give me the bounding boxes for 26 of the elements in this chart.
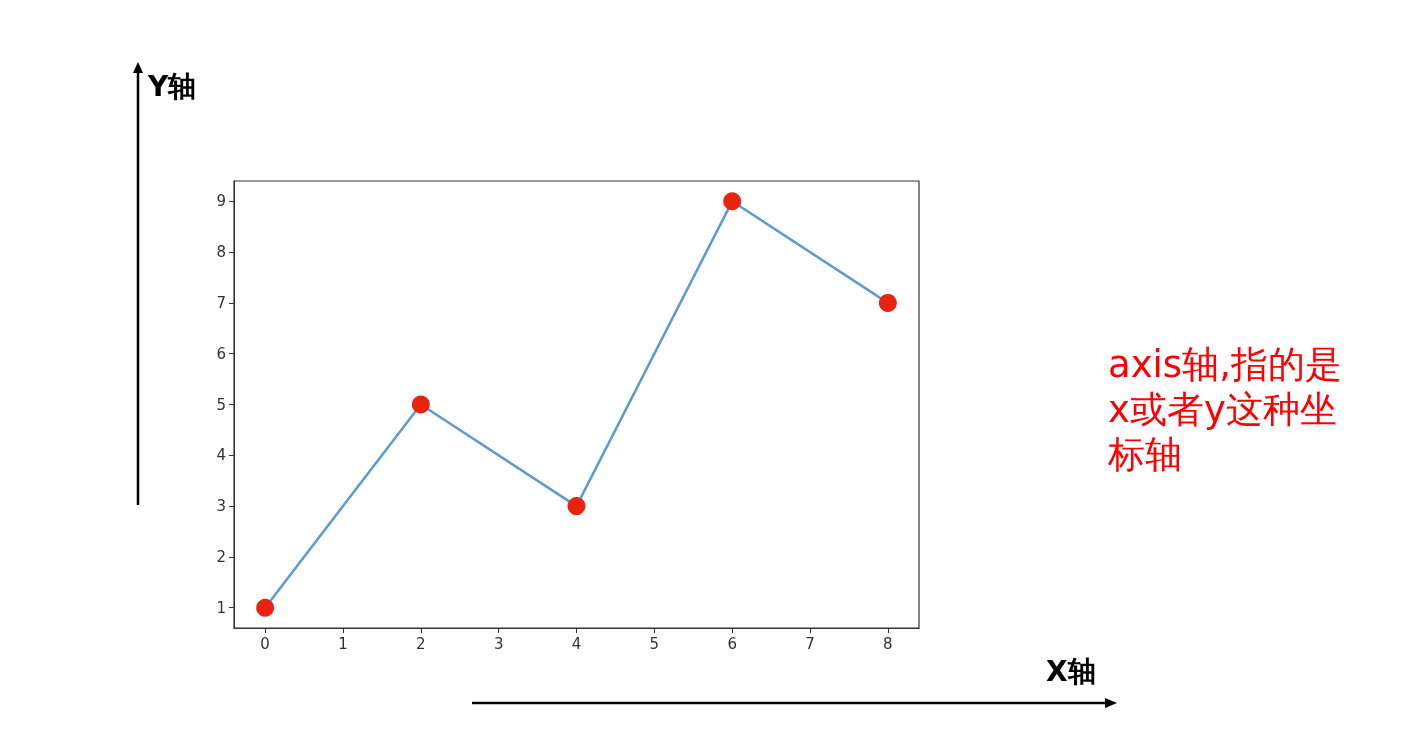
y-tick-label: 1 xyxy=(216,598,226,617)
y-tick-label: 3 xyxy=(216,497,226,516)
point xyxy=(256,598,275,617)
x-tick-label: 4 xyxy=(571,634,582,653)
y-tick-label: 7 xyxy=(216,293,226,312)
y-tick-label: 2 xyxy=(216,547,226,566)
x-tick-label: 2 xyxy=(416,634,426,653)
x-tick-label: 6 xyxy=(727,634,737,653)
x-tick-label: 1 xyxy=(338,634,348,653)
y-tick-label: 4 xyxy=(216,446,226,465)
y-tick-label: 5 xyxy=(216,395,226,414)
x-tick-label: 8 xyxy=(883,634,893,653)
text: axis轴,指的是x或者y这种坐标轴 xyxy=(1108,342,1343,477)
x-tick-label: 5 xyxy=(649,634,660,653)
point xyxy=(723,192,742,211)
y-tick-label: 6 xyxy=(216,344,226,363)
x-tick-label: 0 xyxy=(260,634,270,653)
point xyxy=(567,497,586,516)
x-axis-title: X轴 xyxy=(1046,654,1096,690)
point xyxy=(411,395,430,414)
x-tick-label: 7 xyxy=(805,634,815,653)
y-tick-label: 8 xyxy=(216,243,226,262)
x-tick-label: 3 xyxy=(493,634,504,653)
y-tick-label: 9 xyxy=(216,192,226,211)
point xyxy=(878,293,897,312)
y-axis-title: Y轴 xyxy=(148,69,197,105)
